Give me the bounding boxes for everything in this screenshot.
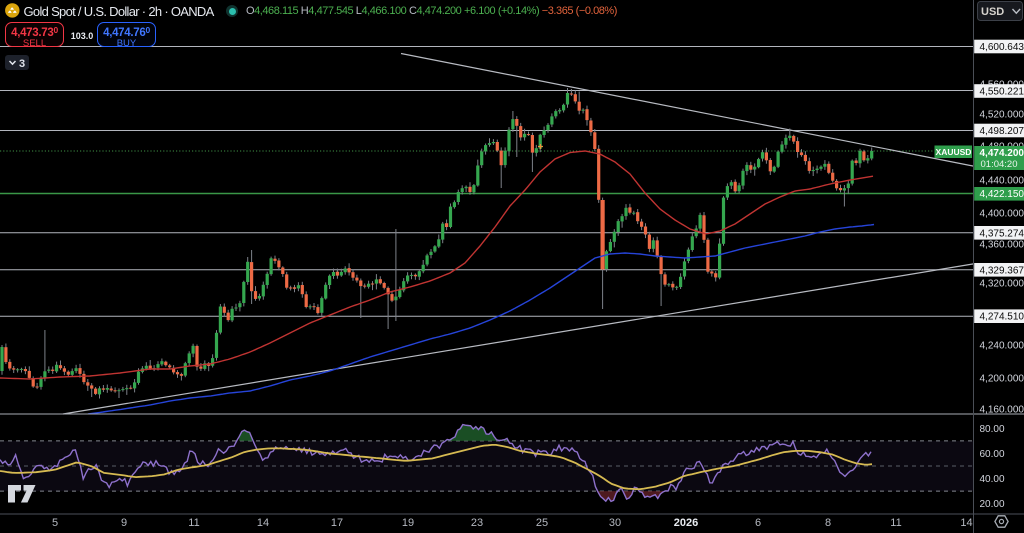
svg-text:40.00: 40.00 xyxy=(980,474,1005,485)
svg-text:11: 11 xyxy=(890,517,901,529)
svg-text:4,600.643: 4,600.643 xyxy=(980,42,1024,53)
svg-text:6: 6 xyxy=(755,517,761,529)
svg-text:5: 5 xyxy=(52,517,58,529)
svg-text:8: 8 xyxy=(825,517,831,529)
svg-text:4,240.000: 4,240.000 xyxy=(980,341,1024,352)
svg-text:80.00: 80.00 xyxy=(980,424,1005,435)
svg-text:4,440.000: 4,440.000 xyxy=(980,176,1024,187)
svg-text:4,274.510: 4,274.510 xyxy=(980,312,1024,323)
svg-text:20.00: 20.00 xyxy=(980,499,1005,510)
svg-text:4,520.000: 4,520.000 xyxy=(980,110,1024,121)
svg-text:60.00: 60.00 xyxy=(980,449,1005,460)
svg-text:4,160.000: 4,160.000 xyxy=(980,405,1024,416)
svg-text:3: 3 xyxy=(19,58,25,70)
svg-text:4,400.000: 4,400.000 xyxy=(980,209,1024,220)
svg-text:4,200.000: 4,200.000 xyxy=(980,374,1024,385)
svg-text:9: 9 xyxy=(121,517,127,529)
svg-text:01:04:20: 01:04:20 xyxy=(981,159,1018,170)
svg-text:25: 25 xyxy=(536,517,548,529)
svg-text:4,320.000: 4,320.000 xyxy=(980,279,1024,290)
svg-text:23: 23 xyxy=(471,517,483,529)
svg-text:USD: USD xyxy=(981,6,1004,18)
svg-text:4,550.221: 4,550.221 xyxy=(980,87,1024,98)
svg-text:14: 14 xyxy=(257,517,269,529)
svg-text:11: 11 xyxy=(188,517,199,529)
svg-text:4,375.274: 4,375.274 xyxy=(980,228,1024,239)
svg-text:4,474.200: 4,474.200 xyxy=(980,148,1024,159)
svg-text:4,360.000: 4,360.000 xyxy=(980,240,1024,251)
svg-text:4,422.150: 4,422.150 xyxy=(980,189,1024,200)
svg-text:2026: 2026 xyxy=(674,517,698,529)
svg-text:14: 14 xyxy=(960,517,972,529)
svg-text:19: 19 xyxy=(402,517,414,529)
svg-text:4,498.207: 4,498.207 xyxy=(980,126,1024,137)
svg-text:17: 17 xyxy=(331,517,343,529)
svg-text:XAUUSD: XAUUSD xyxy=(936,147,972,157)
svg-text:30: 30 xyxy=(609,517,621,529)
svg-text:4,329.367: 4,329.367 xyxy=(980,265,1024,276)
